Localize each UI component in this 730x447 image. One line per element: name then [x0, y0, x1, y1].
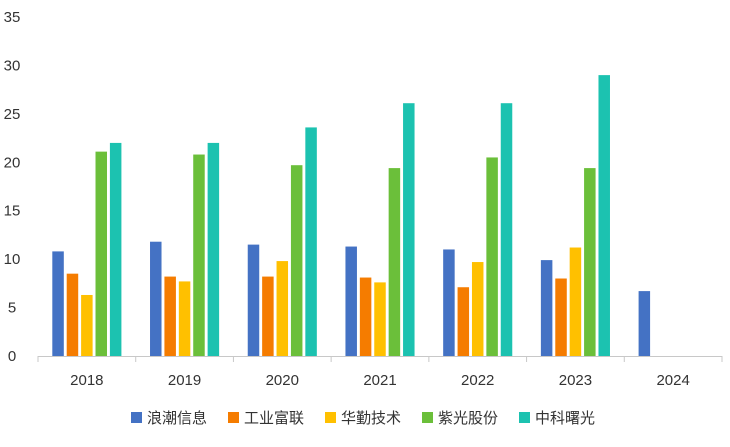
bar-2019-series-1 — [164, 276, 176, 356]
legend-swatch — [131, 412, 142, 423]
x-tick-label: 2023 — [559, 372, 592, 389]
x-tick-label: 2021 — [363, 372, 396, 389]
bar-2019-series-3 — [193, 154, 205, 356]
bar-2022-series-1 — [457, 287, 470, 356]
legend-swatch — [519, 412, 530, 423]
bar-2020-series-0 — [247, 244, 260, 356]
legend-swatch — [228, 412, 239, 423]
bar-2023-series-3 — [584, 168, 596, 356]
y-tick-label: 35 — [4, 9, 21, 26]
bar-2021-series-3 — [388, 168, 401, 356]
x-tick-label: 2020 — [266, 372, 299, 389]
legend-swatch — [325, 412, 336, 423]
x-tick-label: 2018 — [70, 372, 103, 389]
bar-2019-series-2 — [178, 281, 191, 356]
y-tick-label: 15 — [4, 203, 21, 220]
bar-2018-series-4 — [109, 142, 122, 356]
bar-2020-series-2 — [276, 261, 289, 356]
legend-label: 工业富联 — [244, 409, 304, 427]
bar-2018-series-2 — [81, 294, 93, 356]
y-tick-label: 30 — [4, 57, 21, 74]
y-axis: 0 5 10 15 20 25 30 35 — [4, 9, 21, 365]
bar-2021-series-2 — [374, 282, 386, 356]
legend-swatch — [422, 412, 433, 423]
x-tick-label: 2019 — [168, 372, 201, 389]
bar-2019-series-0 — [150, 241, 162, 356]
bar-2020-series-4 — [305, 127, 317, 356]
bar-2023-series-2 — [569, 247, 582, 356]
y-tick-label: 5 — [8, 300, 16, 317]
bar-2021-series-1 — [359, 277, 372, 356]
bar-2022-series-2 — [471, 262, 484, 356]
y-tick-label: 25 — [4, 106, 21, 123]
y-tick-label: 20 — [4, 154, 21, 171]
legend-label: 华勤技术 — [341, 409, 401, 427]
bar-2023-series-0 — [540, 260, 553, 356]
bar-2018-series-1 — [66, 273, 79, 356]
bar-2023-series-1 — [555, 278, 567, 356]
legend-label: 浪潮信息 — [147, 409, 207, 427]
bar-2024-series-0 — [638, 291, 651, 356]
legend: 浪潮信息 工业富联 华勤技术 紫光股份 中科曙光 — [131, 409, 595, 427]
legend-label: 紫光股份 — [438, 409, 498, 427]
bar-2021-series-4 — [403, 103, 415, 357]
legend-label: 中科曙光 — [535, 409, 595, 427]
bar-2018-series-3 — [95, 151, 108, 356]
bar-2022-series-4 — [500, 103, 513, 357]
y-tick-label: 0 — [8, 348, 16, 365]
bar-2021-series-0 — [345, 246, 357, 356]
bar-2022-series-3 — [486, 157, 498, 356]
bar-2019-series-4 — [207, 142, 220, 356]
y-tick-label: 10 — [4, 251, 21, 268]
bar-2020-series-3 — [290, 165, 303, 356]
bar-2020-series-1 — [262, 276, 274, 356]
bars — [52, 75, 651, 357]
x-tick-label: 2024 — [656, 372, 689, 389]
x-tick-label: 2022 — [461, 372, 494, 389]
bar-2018-series-0 — [52, 251, 64, 356]
x-axis: 2018 2019 2020 2021 2022 2023 2024 — [37, 356, 723, 389]
bar-2022-series-0 — [443, 249, 455, 356]
bar-2023-series-4 — [598, 75, 610, 356]
